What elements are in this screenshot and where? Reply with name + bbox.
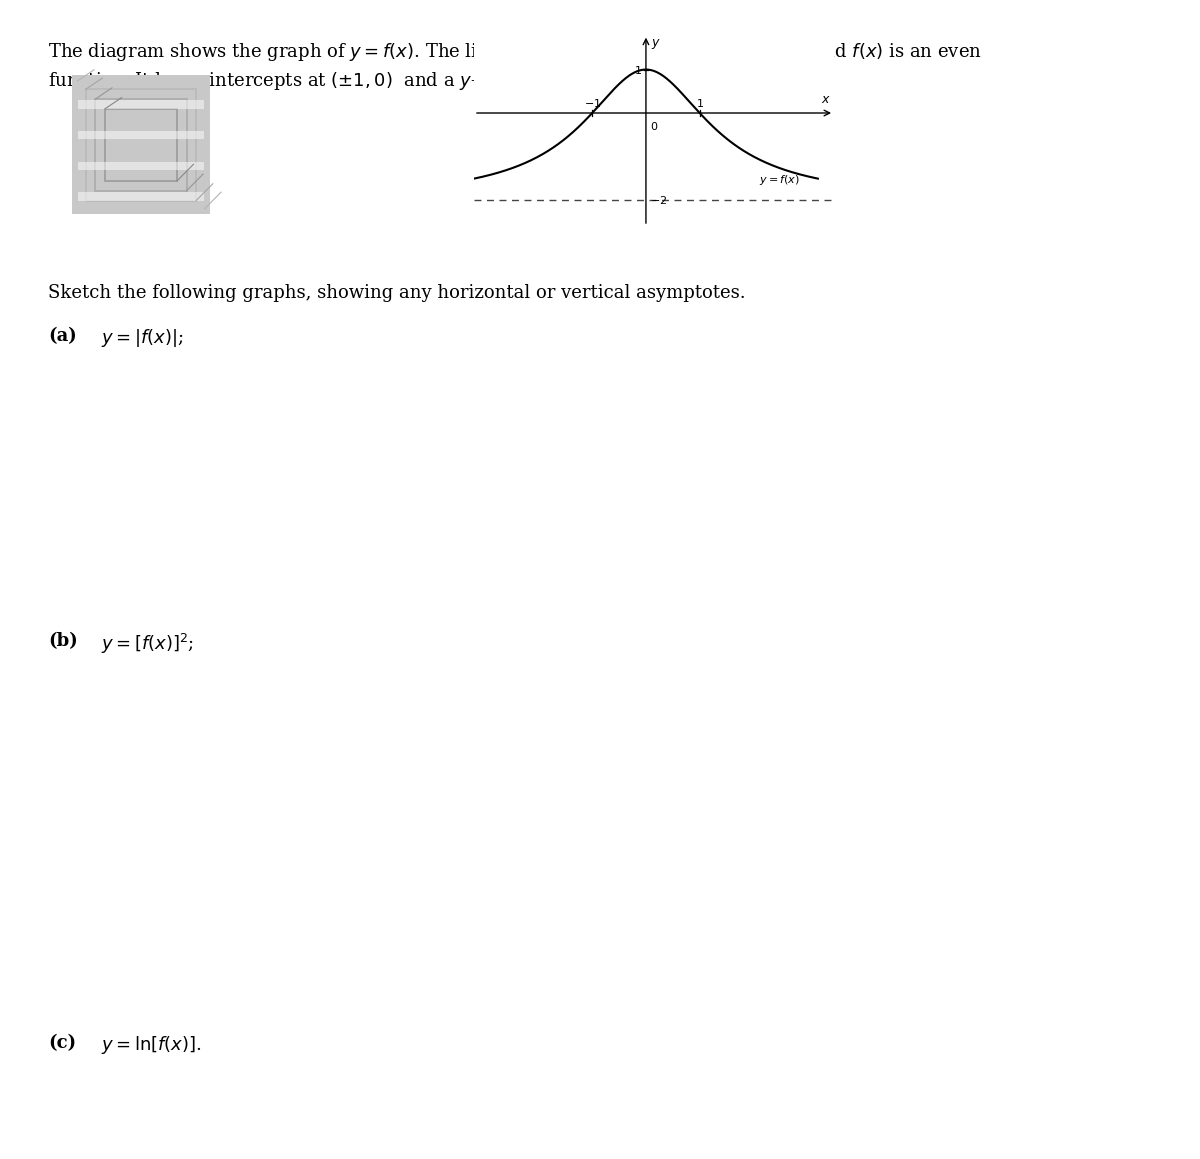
Bar	[106, 109, 176, 181]
Text: $y=\ln[f(x)]$.: $y=\ln[f(x)]$.	[90, 1034, 202, 1056]
Text: function. It has $x$-intercepts at $(\pm1, 0)$  and a $y$-intercept at $(0, 1)$.: function. It has $x$-intercepts at $(\pm…	[48, 70, 641, 92]
Text: $y = f(x)$: $y = f(x)$	[758, 174, 799, 188]
Text: The diagram shows the graph of $y = f(x)$. The line $y = -2$ is a horizontal asy: The diagram shows the graph of $y = f(x)…	[48, 41, 982, 63]
Bar	[96, 99, 186, 191]
Text: Sketch the following graphs, showing any horizontal or vertical asymptotes.: Sketch the following graphs, showing any…	[48, 284, 745, 302]
Text: (a): (a)	[48, 327, 77, 345]
Bar	[86, 89, 197, 201]
Text: $x$: $x$	[822, 94, 832, 107]
Text: $y=|f(x)|$;: $y=|f(x)|$;	[90, 327, 184, 349]
Bar	[78, 192, 204, 201]
Text: $y=[f(x)]^{2}$;: $y=[f(x)]^{2}$;	[90, 632, 194, 656]
Text: $y$: $y$	[652, 37, 661, 51]
Text: $1$: $1$	[696, 96, 703, 109]
Bar	[78, 161, 204, 170]
Text: $1$: $1$	[634, 64, 642, 75]
Text: (c): (c)	[48, 1034, 76, 1052]
Text: $-1$: $-1$	[583, 96, 601, 109]
Text: (b): (b)	[48, 632, 78, 650]
Bar	[78, 101, 204, 109]
Text: $-2$: $-2$	[650, 194, 667, 206]
Text: $0$: $0$	[650, 119, 659, 131]
Bar	[78, 131, 204, 139]
